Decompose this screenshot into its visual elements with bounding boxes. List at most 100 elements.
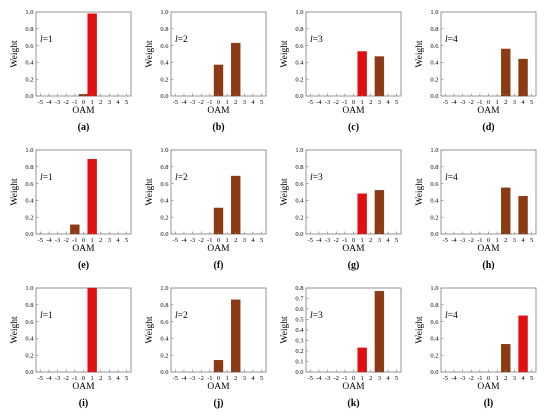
bar-oam-1 — [87, 13, 97, 97]
y-tick-label: 0.4 — [430, 198, 439, 205]
y-axis-title: Weight — [10, 178, 20, 206]
x-tick-label: 4 — [386, 375, 390, 382]
y-axis-title: Weight — [415, 316, 425, 344]
chart-panel-c: -5 -4 -3 -2 -1 0 1 2 3 4 5 0.0 0.2 0.4 0.6 0.8 1.0 OAM Wei… — [280, 9, 402, 133]
x-tick-label: -4 — [316, 237, 322, 244]
x-tick-label: -5 — [173, 375, 178, 382]
y-tick-label: 0.6 — [160, 181, 169, 188]
l-symbol: l — [445, 173, 448, 183]
x-tick-label: 3 — [108, 375, 111, 382]
y-tick-label: 1.0 — [25, 9, 33, 16]
y-tick-label: 0.0 — [25, 231, 33, 238]
x-tick-label: 4 — [386, 99, 390, 106]
x-tick-label: 1 — [361, 99, 364, 106]
y-tick-label: 0.6 — [295, 181, 304, 188]
chart-panel-d: -5 -4 -3 -2 -1 0 1 2 3 4 5 0.0 0.2 0.4 0.6 0.8 1.0 OAM Wei… — [415, 9, 537, 133]
x-tick-label: -1 — [342, 375, 347, 382]
panel-label: (d) — [482, 122, 494, 133]
y-tick-label: 0.8 — [295, 285, 303, 292]
l-annotation: l=4 — [445, 173, 458, 183]
y-tick-label: 1.0 — [430, 147, 438, 154]
x-tick-label: -2 — [199, 375, 204, 382]
x-tick-label: 0 — [487, 99, 490, 106]
x-axis-title: OAM — [207, 106, 230, 116]
bar-oam-2 — [231, 42, 241, 97]
x-tick-label: -5 — [308, 99, 313, 106]
y-tick-label: 0.8 — [295, 26, 303, 33]
panel-label: (e) — [78, 260, 89, 271]
x-tick-label: -5 — [443, 375, 448, 382]
y-tick-label: 0.2 — [295, 76, 303, 83]
y-tick-label: 0.2 — [160, 76, 168, 83]
bar-oam-0 — [213, 207, 224, 235]
y-axis-title: Weight — [280, 316, 290, 344]
x-tick-label: 3 — [513, 375, 516, 382]
bar-oam-4 — [518, 58, 528, 97]
y-tick-label: 1.0 — [295, 9, 303, 16]
l-symbol: l — [175, 173, 178, 183]
x-axis-title: OAM — [72, 244, 95, 254]
l-annotation: l=3 — [310, 173, 323, 183]
x-tick-label: -1 — [207, 237, 212, 244]
x-tick-label: 5 — [530, 237, 533, 244]
l-symbol: l — [40, 35, 43, 45]
chart-panel-a: -5 -4 -3 -2 -1 0 1 2 3 4 5 0.0 0.2 0.4 0.6 0.8 1.0 OAM Wei… — [10, 9, 132, 133]
y-tick-label: 0.6 — [160, 319, 169, 326]
x-tick-label: -2 — [334, 375, 339, 382]
x-tick-label: 2 — [99, 237, 102, 244]
x-tick-label: 4 — [521, 375, 525, 382]
y-tick-label: 0.5 — [295, 317, 303, 324]
x-axis-title: OAM — [477, 106, 500, 116]
x-tick-label: -5 — [308, 237, 313, 244]
y-tick-label: 1.0 — [25, 285, 33, 292]
x-tick-label: -3 — [190, 99, 195, 106]
chart-panel-i: -5 -4 -3 -2 -1 0 1 2 3 4 5 0.0 0.2 0.4 0.6 0.8 1.0 OAM Wei… — [10, 285, 132, 409]
x-tick-label: -4 — [316, 375, 322, 382]
y-tick-label: 1.0 — [160, 285, 168, 292]
x-tick-label: -1 — [207, 99, 212, 106]
x-tick-label: 3 — [243, 99, 246, 106]
x-tick-label: -2 — [469, 375, 474, 382]
chart-panel-b: -5 -4 -3 -2 -1 0 1 2 3 4 5 0.0 0.2 0.4 0.6 0.8 1.0 OAM Wei… — [145, 9, 267, 133]
y-tick-label: 0.0 — [295, 369, 303, 376]
x-tick-label: 5 — [260, 237, 263, 244]
y-tick-label: 0.2 — [160, 214, 168, 221]
y-tick-label: 0.4 — [160, 336, 169, 343]
bar-oam-3 — [374, 190, 385, 235]
l-value: =3 — [313, 173, 323, 183]
y-tick-label: 0.4 — [295, 327, 304, 334]
y-tick-label: 0.0 — [160, 231, 168, 238]
x-tick-label: 0 — [82, 99, 85, 106]
y-tick-label: 0.6 — [25, 181, 34, 188]
y-tick-label: 0.4 — [295, 60, 304, 67]
panel-label: (h) — [482, 260, 494, 271]
x-tick-label: -3 — [190, 375, 195, 382]
l-value: =1 — [43, 173, 53, 183]
x-tick-label: -5 — [443, 99, 448, 106]
y-tick-label: 0.8 — [160, 26, 168, 33]
y-tick-label: 0.8 — [25, 164, 33, 171]
x-tick-label: -4 — [451, 375, 457, 382]
x-tick-label: 1 — [91, 237, 94, 244]
x-tick-label: -1 — [477, 237, 482, 244]
x-tick-label: 4 — [251, 237, 255, 244]
l-value: =3 — [313, 35, 323, 45]
y-tick-label: 0.7 — [295, 296, 304, 303]
x-tick-label: -1 — [342, 99, 347, 106]
x-tick-label: 1 — [226, 375, 229, 382]
x-tick-label: -3 — [460, 99, 465, 106]
y-tick-label: 0.0 — [430, 369, 438, 376]
x-tick-label: 4 — [251, 375, 255, 382]
l-annotation: l=4 — [445, 35, 458, 45]
y-axis-title: Weight — [415, 178, 425, 206]
l-value: =1 — [43, 311, 53, 321]
x-tick-label: -2 — [199, 99, 204, 106]
y-tick-label: 0.0 — [25, 369, 33, 376]
x-tick-label: -5 — [38, 99, 43, 106]
bar-oam-4 — [518, 315, 528, 373]
x-tick-label: 2 — [369, 237, 372, 244]
l-annotation: l=1 — [40, 35, 53, 45]
x-tick-label: 1 — [226, 237, 229, 244]
x-tick-label: 2 — [234, 99, 237, 106]
y-tick-label: 0.2 — [295, 348, 303, 355]
